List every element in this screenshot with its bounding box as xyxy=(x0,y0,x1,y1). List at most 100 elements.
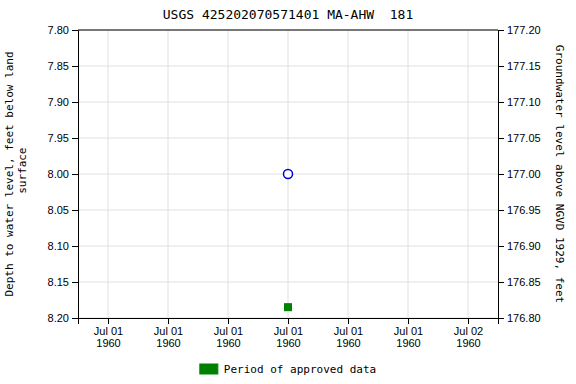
axis-line xyxy=(79,319,499,325)
tick-mark xyxy=(108,318,109,324)
tick-label: 8.20 xyxy=(48,312,69,324)
grid-line xyxy=(168,30,169,318)
tick-mark xyxy=(72,174,78,175)
tick: Jul 011960 xyxy=(154,318,183,349)
grid-line xyxy=(228,30,229,318)
grid xyxy=(78,30,498,318)
tick: 7.95 xyxy=(48,132,78,144)
y2-axis-title: Groundwater level above NGVD 1929, feet xyxy=(553,45,566,303)
tick: 8.05 xyxy=(48,204,78,216)
tick-label: Jul 011960 xyxy=(154,325,183,350)
tick-label: 7.80 xyxy=(48,24,69,36)
tick-label: 7.90 xyxy=(48,96,69,108)
frame xyxy=(78,30,498,31)
tick: 177.00 xyxy=(498,168,541,180)
tick: 8.10 xyxy=(48,240,78,252)
tick-mark xyxy=(72,66,78,67)
tick: 7.85 xyxy=(48,60,78,72)
tick-label: Jul 021960 xyxy=(454,325,483,350)
tick-mark xyxy=(348,318,349,324)
tick-label: 7.85 xyxy=(48,60,69,72)
tick-label: Jul 011960 xyxy=(214,325,243,350)
tick-label: 176.85 xyxy=(507,276,541,288)
tick-label: 177.05 xyxy=(507,132,541,144)
tick-label: 8.10 xyxy=(48,240,69,252)
tick: Jul 021960 xyxy=(454,318,483,349)
tick-label: 177.00 xyxy=(507,168,541,180)
series xyxy=(284,170,293,179)
tick-mark xyxy=(168,318,169,324)
tick-label: 177.15 xyxy=(507,60,541,72)
tick: 176.90 xyxy=(498,240,541,252)
tick: 177.05 xyxy=(498,132,541,144)
tick: Jul 011960 xyxy=(394,318,423,349)
point xyxy=(284,170,293,179)
tick: Jul 011960 xyxy=(334,318,363,349)
tick: 8.00 xyxy=(48,168,78,180)
tick-label: 176.95 xyxy=(507,204,541,216)
x-axis: Jul 011960 Jul 011960 Jul 011960 Jul 011960… xyxy=(79,318,499,349)
tick-label: Jul 011960 xyxy=(394,325,423,350)
tick-label: 177.20 xyxy=(507,24,541,36)
title: USGS 425202070571401 MA-AHW 181 xyxy=(163,7,413,22)
tick-label: 8.15 xyxy=(48,276,69,288)
tick-mark xyxy=(498,246,504,247)
tick-mark xyxy=(408,318,409,324)
tick-label: Jul 011960 xyxy=(334,325,363,350)
plot: 7.80 7.85 7.90 7.95 8.00 8.05 8.10 8.15 8.20 177.… xyxy=(48,24,541,349)
tick-mark xyxy=(498,138,504,139)
y-axis-title: Depth to water level, feet below land su… xyxy=(3,51,29,296)
legend-label: Period of approved data xyxy=(224,363,376,376)
tick-label: 7.95 xyxy=(48,132,69,144)
chart: 7.80 7.85 7.90 7.95 8.00 8.05 8.10 8.15 8.20 177.… xyxy=(0,0,576,384)
point xyxy=(285,304,292,311)
tick-mark xyxy=(72,138,78,139)
tick-label: 177.10 xyxy=(507,96,541,108)
axis-line xyxy=(499,31,505,319)
tick-label: 176.80 xyxy=(507,312,541,324)
tick: 7.80 xyxy=(48,24,78,36)
tick-mark xyxy=(72,318,78,319)
tick: 176.80 xyxy=(498,312,541,324)
grid-line xyxy=(348,30,349,318)
tick-mark xyxy=(228,318,229,324)
tick-mark xyxy=(498,30,504,31)
tick-label: 8.00 xyxy=(48,168,69,180)
tick-mark xyxy=(72,246,78,247)
tick-mark xyxy=(72,282,78,283)
tick: 8.20 xyxy=(48,312,78,324)
tick-mark xyxy=(72,30,78,31)
y-axis: 7.80 7.85 7.90 7.95 8.00 8.05 8.10 8.15 8.20 xyxy=(48,24,79,324)
tick-mark xyxy=(72,102,78,103)
y2-axis: 177.20 177.15 177.10 177.05 177.00 176.95 176.… xyxy=(498,24,541,324)
legend-swatch xyxy=(200,364,218,374)
legend: Period of approved data xyxy=(200,363,376,376)
series xyxy=(285,304,292,311)
tick-label: Jul 011960 xyxy=(94,325,123,350)
tick-mark xyxy=(498,210,504,211)
grid-line xyxy=(108,30,109,318)
grid-line xyxy=(78,30,498,31)
grid-line xyxy=(468,30,469,318)
grid-line xyxy=(408,30,409,318)
tick: Jul 011960 xyxy=(274,318,303,349)
tick: 176.85 xyxy=(498,276,541,288)
tick-mark xyxy=(468,318,469,324)
marks xyxy=(284,170,293,311)
tick-mark xyxy=(498,282,504,283)
tick: 8.15 xyxy=(48,276,78,288)
tick: Jul 011960 xyxy=(94,318,123,349)
tick: 176.95 xyxy=(498,204,541,216)
axis-line xyxy=(72,31,79,319)
tick-label: Jul 011960 xyxy=(274,325,303,350)
tick: 177.20 xyxy=(498,24,541,36)
tick-label: 176.90 xyxy=(507,240,541,252)
tick: Jul 011960 xyxy=(214,318,243,349)
tick: 177.10 xyxy=(498,96,541,108)
tick-mark xyxy=(498,174,504,175)
tick: 7.90 xyxy=(48,96,78,108)
tick-label: 8.05 xyxy=(48,204,69,216)
tick: 177.15 xyxy=(498,60,541,72)
tick-mark xyxy=(498,66,504,67)
tick-mark xyxy=(498,102,504,103)
